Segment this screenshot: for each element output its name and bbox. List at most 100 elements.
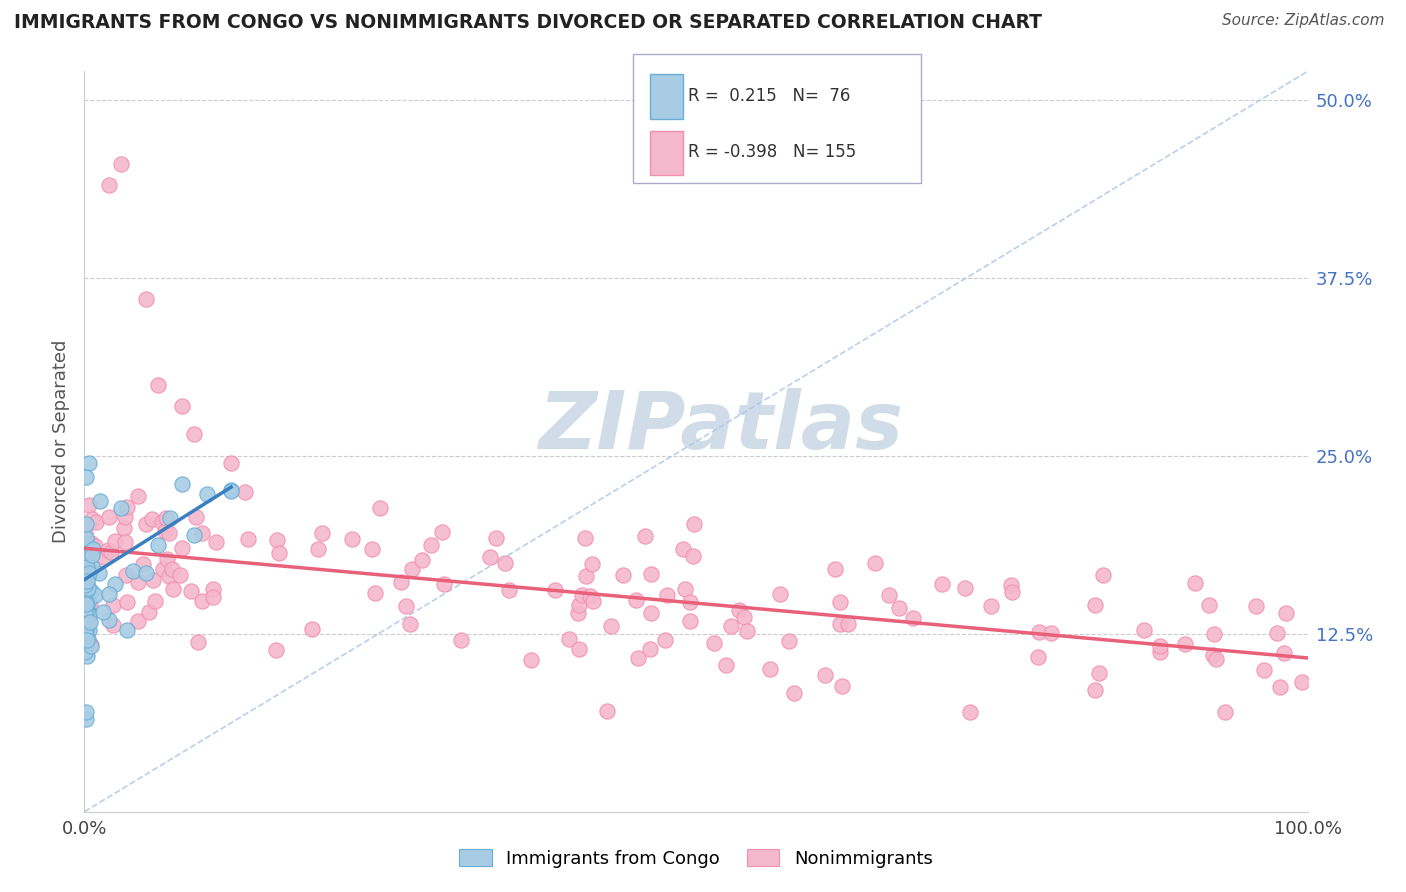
Point: [1202, 648, 1225, 663]
Point: [75, 582, 97, 596]
Point: [91, 605, 114, 619]
Point: [571, 588, 593, 602]
Point: [901, 611, 924, 625]
Point: [1198, 598, 1220, 612]
Point: [73, 577, 96, 591]
Point: [115, 568, 138, 582]
Point: [596, 704, 619, 718]
Point: [77, 606, 100, 620]
Point: [112, 521, 135, 535]
Point: [219, 483, 242, 498]
Point: [887, 600, 910, 615]
Point: [395, 599, 418, 614]
Point: [77, 615, 100, 630]
Point: [135, 292, 157, 306]
Point: [544, 582, 567, 597]
Point: [75, 623, 97, 637]
Point: [169, 568, 191, 582]
Point: [114, 535, 136, 549]
Point: [80, 512, 103, 526]
Point: [432, 525, 454, 540]
Point: [1000, 577, 1022, 591]
Text: R = -0.398   N= 155: R = -0.398 N= 155: [688, 144, 856, 161]
Point: [131, 557, 153, 571]
Point: [368, 501, 391, 516]
Point: [75, 645, 97, 659]
Point: [205, 535, 228, 549]
Point: [138, 605, 160, 619]
Point: [146, 377, 169, 392]
Point: [411, 552, 433, 566]
Point: [1149, 639, 1171, 653]
Point: [581, 558, 603, 572]
Point: [77, 541, 100, 556]
Point: [1205, 652, 1227, 666]
Point: [87, 566, 110, 580]
Point: [1001, 585, 1024, 599]
Point: [1040, 626, 1063, 640]
Point: [79, 597, 101, 611]
Point: [73, 626, 96, 640]
Point: [769, 587, 792, 601]
Point: [77, 607, 100, 622]
Y-axis label: Divorced or Separated: Divorced or Separated: [52, 340, 70, 543]
Point: [399, 617, 422, 632]
Point: [80, 638, 103, 652]
Point: [1088, 665, 1111, 680]
Point: [191, 594, 214, 608]
Point: [76, 568, 98, 582]
Point: [654, 633, 676, 648]
Point: [80, 548, 103, 562]
Point: [76, 632, 98, 647]
Point: [567, 606, 589, 620]
Point: [612, 568, 634, 582]
Point: [127, 614, 149, 628]
Point: [1275, 606, 1298, 620]
Point: [127, 489, 149, 503]
Point: [877, 588, 900, 602]
Point: [75, 558, 97, 572]
Point: [76, 574, 98, 588]
Point: [830, 595, 852, 609]
Point: [931, 577, 953, 591]
Point: [76, 620, 98, 634]
Point: [682, 516, 704, 531]
Point: [1091, 567, 1114, 582]
Point: [150, 515, 173, 529]
Point: [75, 547, 97, 561]
Point: [77, 594, 100, 608]
Point: [634, 529, 657, 543]
Point: [783, 686, 806, 700]
Point: [122, 564, 145, 578]
Point: [84, 515, 107, 529]
Point: [728, 603, 751, 617]
Point: [703, 636, 725, 650]
Point: [758, 662, 780, 676]
Point: [191, 526, 214, 541]
Point: [679, 615, 702, 629]
Point: [127, 574, 149, 589]
Point: [638, 641, 661, 656]
Point: [77, 623, 100, 637]
Point: [80, 559, 103, 574]
Point: [89, 493, 111, 508]
Point: [77, 566, 100, 580]
Point: [104, 576, 127, 591]
Point: [183, 427, 205, 442]
Point: [172, 476, 194, 491]
Point: [267, 546, 290, 560]
Point: [1084, 599, 1107, 613]
Point: [955, 581, 977, 595]
Point: [141, 573, 163, 587]
Point: [575, 569, 598, 583]
Legend: Immigrants from Congo, Nonimmigrants: Immigrants from Congo, Nonimmigrants: [450, 840, 942, 877]
Point: [673, 582, 696, 596]
Point: [624, 592, 647, 607]
Point: [1149, 644, 1171, 658]
Point: [1184, 576, 1206, 591]
Point: [1270, 681, 1292, 695]
Point: [219, 483, 242, 497]
Point: [98, 509, 121, 524]
Point: [77, 456, 100, 470]
Point: [831, 679, 853, 693]
